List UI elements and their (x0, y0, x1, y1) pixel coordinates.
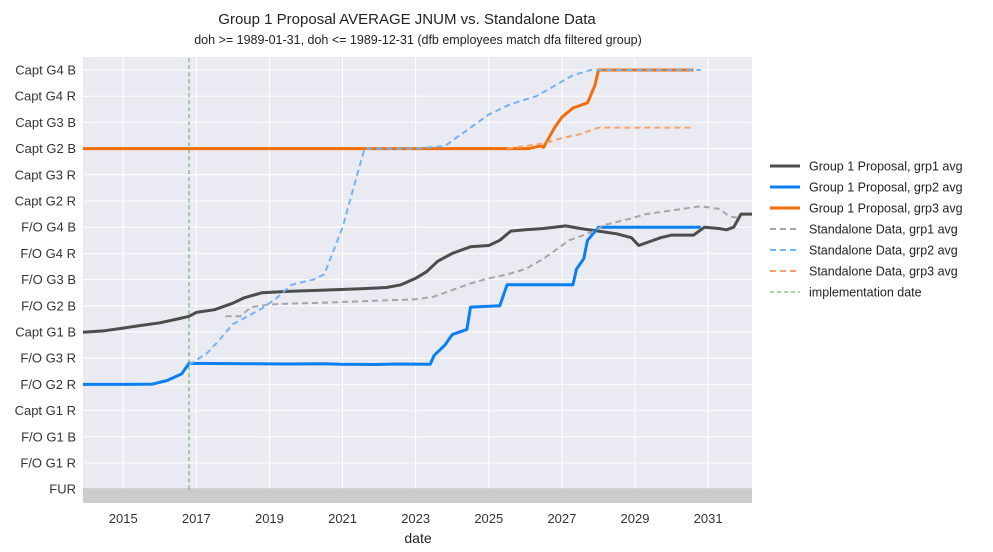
legend-label: Group 1 Proposal, grp1 avg (809, 160, 963, 174)
y-tick-label: Capt G2 R (15, 194, 76, 209)
legend-label: Standalone Data, grp1 avg (809, 223, 958, 237)
y-tick-label: F/O G1 B (21, 429, 76, 444)
x-tick-label: 2019 (255, 511, 284, 526)
x-axis-label: date (404, 530, 431, 546)
series-line-5 (506, 126, 694, 150)
legend-label: Standalone Data, grp3 avg (809, 265, 958, 279)
y-tick-label: F/O G4 R (20, 246, 76, 261)
y-tick-label: Capt G1 R (15, 403, 76, 418)
x-tick-label: 2031 (694, 511, 723, 526)
x-tick-label: 2021 (328, 511, 357, 526)
x-tick-label: 2023 (401, 511, 430, 526)
x-tick-label: 2029 (621, 511, 650, 526)
fur-band (83, 488, 752, 503)
series-layer (82, 56, 752, 490)
series-line-4 (188, 69, 701, 366)
y-tick-label: F/O G4 B (21, 220, 76, 235)
y-tick-labels: Capt G4 B Capt G4 R Capt G3 B Capt G2 B Capt… (15, 63, 76, 497)
x-tick-labels: 2015 2017 2019 2021 2023 2025 2027 2029 2031 (109, 511, 723, 526)
chart-subtitle: doh >= 1989-01-31, doh <= 1989-12-31 (df… (194, 33, 642, 47)
y-tick-label: Capt G1 B (15, 325, 76, 340)
legend-label: implementation date (809, 286, 922, 300)
y-tick-label: F/O G1 R (20, 456, 76, 471)
grid (83, 57, 752, 503)
y-tick-label: Capt G3 R (15, 167, 76, 182)
legend: Group 1 Proposal, grp1 avg Group 1 Propos… (770, 160, 963, 300)
legend-label: Standalone Data, grp2 avg (809, 244, 958, 258)
series-line-1 (83, 225, 701, 386)
legend-label: Group 1 Proposal, grp2 avg (809, 181, 963, 195)
x-tick-label: 2027 (547, 511, 576, 526)
y-tick-label: F/O G3 B (21, 272, 76, 287)
fur-band-layer (83, 488, 752, 503)
y-tick-label: Capt G4 R (15, 89, 76, 104)
y-tick-label: F/O G3 R (20, 351, 76, 366)
legend-label: Group 1 Proposal, grp3 avg (809, 202, 963, 216)
y-tick-label: Capt G3 B (15, 115, 76, 130)
y-tick-label: FUR (49, 482, 76, 497)
x-tick-label: 2025 (474, 511, 503, 526)
series-line-3 (225, 205, 742, 318)
series-line-2 (83, 68, 694, 151)
y-tick-label: F/O G2 B (21, 298, 76, 313)
y-tick-label: Capt G2 B (15, 141, 76, 156)
y-tick-label: F/O G2 R (20, 377, 76, 392)
x-tick-label: 2017 (182, 511, 211, 526)
x-tick-label: 2015 (109, 511, 138, 526)
y-tick-label: Capt G4 B (15, 63, 76, 78)
chart-title: Group 1 Proposal AVERAGE JNUM vs. Standa… (218, 11, 596, 28)
series-line-0 (82, 212, 752, 334)
